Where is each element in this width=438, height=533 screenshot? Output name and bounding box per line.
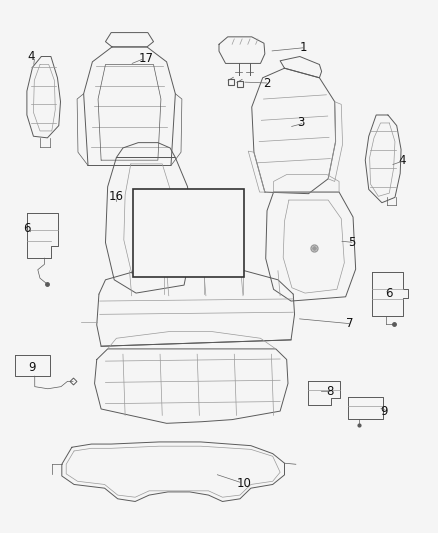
Text: 1: 1 <box>300 41 307 54</box>
FancyBboxPatch shape <box>133 189 244 277</box>
Text: 5: 5 <box>348 236 355 249</box>
Text: 3: 3 <box>297 117 305 130</box>
Text: 10: 10 <box>237 477 251 490</box>
Text: 2: 2 <box>263 77 270 90</box>
Text: 6: 6 <box>23 222 31 235</box>
Text: 6: 6 <box>385 287 392 300</box>
Text: 7: 7 <box>346 318 353 330</box>
Text: 17: 17 <box>138 52 153 64</box>
Text: 11: 11 <box>192 197 207 211</box>
Text: 8: 8 <box>326 385 333 398</box>
Text: 9: 9 <box>28 361 35 374</box>
Text: 12: 12 <box>149 240 164 253</box>
Text: 13: 13 <box>195 227 210 240</box>
Text: 9: 9 <box>381 405 388 417</box>
Text: 4: 4 <box>28 50 35 63</box>
Text: 4: 4 <box>398 154 406 167</box>
Text: 14: 14 <box>180 263 195 276</box>
Text: 16: 16 <box>109 190 124 203</box>
